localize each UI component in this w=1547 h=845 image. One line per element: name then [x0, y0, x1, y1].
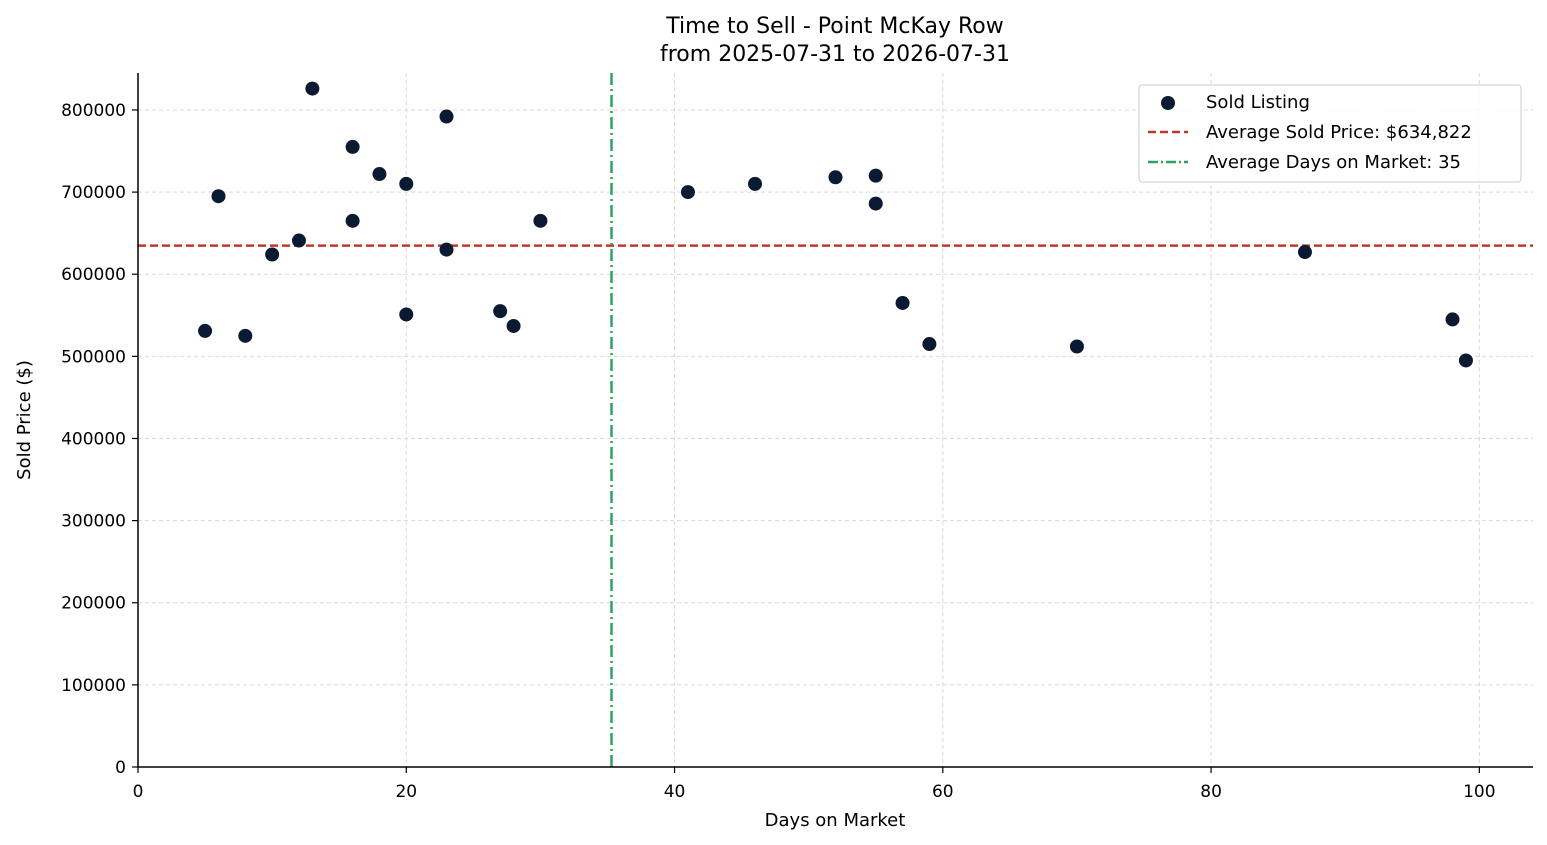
sold-listing-point	[922, 337, 937, 352]
sold-listing-point	[868, 168, 883, 183]
sold-listing-point	[1458, 353, 1473, 368]
y-tick-label: 600000	[61, 265, 126, 285]
chart-title: Time to Sell - Point McKay Row	[665, 14, 1004, 39]
sold-listing-point	[345, 213, 360, 228]
reference-lines	[138, 73, 1533, 767]
sold-listing-point	[439, 109, 454, 124]
legend-marker-sold-listing	[1161, 96, 1175, 110]
sold-listing-point	[1069, 339, 1084, 354]
sold-listing-point	[291, 233, 306, 248]
sold-listing-point	[211, 189, 226, 204]
sold-listing-point	[372, 167, 387, 182]
x-axis-ticks: 0 20 40 60 80 100	[133, 767, 1496, 802]
y-tick-label: 500000	[61, 347, 126, 367]
sold-listing-point	[895, 295, 910, 310]
data-points	[198, 81, 1473, 368]
sold-listing-point	[399, 176, 414, 191]
sold-listing-point	[439, 242, 454, 257]
y-tick-label: 100000	[61, 676, 126, 696]
sold-listing-point	[305, 81, 320, 96]
sold-listing-point	[1297, 245, 1312, 260]
sold-listing-point	[265, 247, 280, 262]
sold-listing-point	[1445, 312, 1460, 327]
sold-listing-point	[680, 185, 695, 200]
sold-listing-point	[533, 213, 548, 228]
x-tick-label: 60	[932, 782, 954, 802]
y-tick-label: 700000	[61, 183, 126, 203]
y-tick-label: 200000	[61, 594, 126, 614]
sold-listing-point	[198, 323, 213, 338]
legend-label-sold-listing: Sold Listing	[1206, 92, 1310, 113]
sold-listing-point	[868, 196, 883, 211]
y-axis-ticks: 0 100000 200000 300000 400000 500000 600000 700…	[61, 101, 138, 778]
y-tick-label: 300000	[61, 512, 126, 532]
sold-listing-point	[238, 328, 253, 343]
y-tick-label: 0	[115, 758, 126, 778]
sold-listing-point	[828, 170, 843, 185]
sold-listing-point	[399, 307, 414, 322]
x-axis-label: Days on Market	[765, 810, 906, 831]
y-tick-label: 400000	[61, 429, 126, 449]
legend-label-average-price: Average Sold Price: $634,822	[1206, 122, 1472, 143]
x-tick-label: 0	[133, 782, 144, 802]
y-tick-label: 800000	[61, 101, 126, 121]
sold-listing-point	[345, 139, 360, 154]
legend-label-average-days: Average Days on Market: 35	[1206, 152, 1461, 173]
x-tick-label: 80	[1200, 782, 1222, 802]
sold-listing-point	[493, 304, 508, 319]
legend: Sold Listing Average Sold Price: $634,82…	[1138, 84, 1522, 183]
sold-listing-point	[748, 176, 763, 191]
sold-listing-point	[506, 318, 521, 333]
x-tick-label: 40	[664, 782, 686, 802]
x-tick-label: 100	[1463, 782, 1495, 802]
x-tick-label: 20	[395, 782, 417, 802]
legend-box	[1138, 84, 1522, 183]
chart-subtitle: from 2025-07-31 to 2026-07-31	[660, 42, 1010, 67]
y-axis-label: Sold Price ($)	[14, 360, 35, 480]
